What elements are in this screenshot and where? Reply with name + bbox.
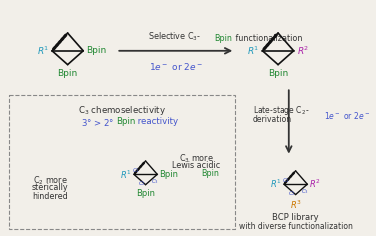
Text: Bpin: Bpin (201, 169, 219, 178)
Text: Bpin: Bpin (116, 117, 136, 126)
Text: Lewis acidic: Lewis acidic (172, 161, 220, 170)
Text: $C_2$: $C_2$ (288, 190, 296, 198)
Text: Bpin: Bpin (86, 46, 106, 55)
Text: BCP library: BCP library (272, 213, 319, 222)
Text: $R^2$: $R^2$ (309, 178, 321, 190)
Text: $3°$ > $2°$: $3°$ > $2°$ (81, 117, 115, 128)
Text: Bpin: Bpin (214, 34, 232, 43)
Text: Late-stage C$_2$-: Late-stage C$_2$- (253, 104, 309, 117)
Text: $R^2$: $R^2$ (297, 45, 309, 57)
Text: Bpin: Bpin (159, 170, 178, 179)
Text: $R^1$: $R^1$ (270, 178, 282, 190)
Text: $C_2$: $C_2$ (138, 180, 146, 188)
Text: $R^3$: $R^3$ (290, 198, 302, 211)
Text: $1e^-$ or $2e^-$: $1e^-$ or $2e^-$ (149, 61, 203, 72)
Text: C$_2$ more: C$_2$ more (33, 174, 67, 187)
Text: $R^1$: $R^1$ (37, 45, 49, 57)
Text: with diverse functionalization: with diverse functionalization (239, 222, 353, 231)
Text: $R^1$: $R^1$ (247, 45, 259, 57)
Text: C$_3$ chemoselectivity: C$_3$ chemoselectivity (78, 104, 166, 117)
Text: C$_3$ more: C$_3$ more (179, 153, 214, 165)
Text: $C_1$: $C_1$ (282, 176, 290, 185)
Text: $C_1$: $C_1$ (132, 166, 140, 175)
Text: Selective C$_3$-: Selective C$_3$- (147, 30, 201, 43)
Text: derivation: derivation (253, 115, 292, 124)
Text: reactivity: reactivity (135, 117, 178, 126)
Text: $C_3$: $C_3$ (152, 177, 159, 186)
Text: Bpin: Bpin (58, 69, 78, 78)
Text: Bpin: Bpin (136, 189, 155, 198)
Text: hindered: hindered (32, 192, 68, 201)
Text: sterically: sterically (32, 183, 68, 192)
Text: $C_3$: $C_3$ (302, 187, 309, 196)
Text: Bpin: Bpin (268, 69, 288, 78)
Text: $R^1$: $R^1$ (120, 168, 132, 181)
Text: $1e^-$ or $2e^-$: $1e^-$ or $2e^-$ (324, 110, 370, 121)
Text: functionalization: functionalization (233, 34, 303, 43)
